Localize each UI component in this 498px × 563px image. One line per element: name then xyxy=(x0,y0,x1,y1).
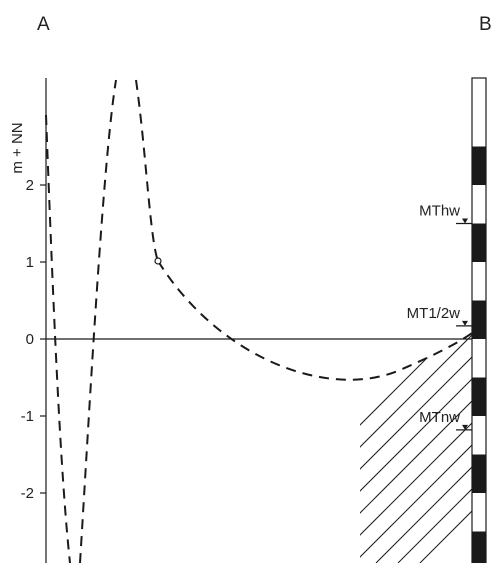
hatch-line xyxy=(360,330,472,563)
y-tick-label: 0 xyxy=(26,331,34,348)
water-level-markers: MThw MT1/2w MTnw xyxy=(407,203,474,431)
gauge-block xyxy=(472,531,486,563)
y-tick-label: -1 xyxy=(21,408,34,425)
hatch-line xyxy=(360,330,463,563)
hatch-line xyxy=(360,330,375,563)
dashed-curve-left xyxy=(45,114,71,563)
label-a: A xyxy=(37,14,50,35)
label-b: B xyxy=(479,14,492,35)
hatch-line xyxy=(360,330,441,563)
hatch-line xyxy=(419,330,472,563)
hatch-line xyxy=(360,330,472,563)
water-level-triangle-icon xyxy=(462,218,468,224)
dashed-curve-rise xyxy=(79,79,117,563)
water-level-triangle-icon xyxy=(462,320,468,326)
gauge-block xyxy=(472,377,486,416)
dashed-curve-trough xyxy=(157,260,473,381)
hatch-line xyxy=(360,330,472,563)
y-tick-label: -2 xyxy=(21,485,34,502)
y-axis-label: m + NN xyxy=(9,122,26,173)
point-marker xyxy=(154,257,162,265)
gauge-staff-blocks xyxy=(472,146,486,563)
gauge-block xyxy=(472,300,486,339)
y-tick-label: 1 xyxy=(26,254,34,271)
hatch-line xyxy=(360,330,397,563)
water-level-label: MThw xyxy=(419,203,460,220)
water-level-label: MT1/2w xyxy=(407,305,461,322)
water-level-triangle-icon xyxy=(462,424,468,430)
y-axis-ticks: 2 1 0 -1 -2 xyxy=(21,177,46,502)
dashed-curve-fall xyxy=(135,79,159,262)
gauge-block xyxy=(472,223,486,262)
hatch-line xyxy=(90,323,330,563)
hatch-line xyxy=(360,330,472,563)
hatch-line xyxy=(397,330,472,563)
hatch-line xyxy=(360,330,419,563)
hatch-line xyxy=(375,330,472,563)
hatch-line xyxy=(360,330,472,563)
gauge-block xyxy=(472,454,486,493)
gauge-block xyxy=(472,146,486,185)
hatched-area xyxy=(90,323,472,563)
y-tick-label: 2 xyxy=(26,177,34,194)
hatch-line xyxy=(112,323,352,563)
hatch-line xyxy=(360,330,472,563)
water-level-label: MTnw xyxy=(419,409,460,426)
